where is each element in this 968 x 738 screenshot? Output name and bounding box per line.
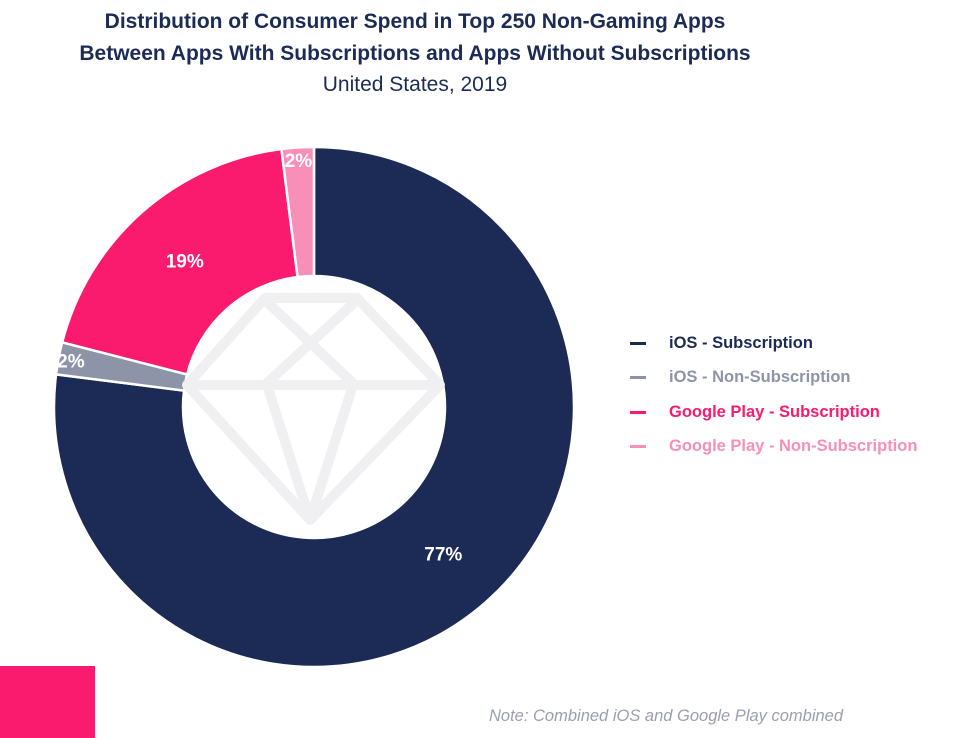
chart-title: Distribution of Consumer Spend in Top 25… xyxy=(104,10,726,33)
chart-note: Note: Combined iOS and Google Play combi… xyxy=(489,707,844,725)
data-label-3: 2% xyxy=(285,151,313,172)
chart-subtitle: United States, 2019 xyxy=(322,73,508,96)
legend-item: Google Play - Non-Subscription xyxy=(630,430,917,465)
slice-0 xyxy=(52,145,576,669)
legend-item: Google Play - Subscription xyxy=(630,395,917,430)
legend-swatch xyxy=(630,341,646,345)
legend-swatch xyxy=(630,445,646,449)
diamond-icon xyxy=(182,293,445,525)
legend-swatch xyxy=(630,376,646,380)
legend-item: iOS - Non-Subscription xyxy=(630,361,917,396)
data-label-2: 19% xyxy=(166,251,204,272)
data-label-1: 2% xyxy=(57,352,85,373)
legend-label: iOS - Non-Subscription xyxy=(669,368,851,387)
brand-corner-block xyxy=(0,666,95,738)
legend-label: Google Play - Non-Subscription xyxy=(669,437,918,456)
chart-title-line2: Between Apps With Subscriptions and Apps… xyxy=(79,42,751,65)
legend: iOS - Subscription iOS - Non-Subscription… xyxy=(630,326,917,464)
slice-3 xyxy=(280,145,316,279)
legend-swatch xyxy=(630,410,646,414)
slice-2 xyxy=(60,147,299,376)
legend-label: Google Play - Subscription xyxy=(669,402,880,421)
legend-label: iOS - Subscription xyxy=(669,333,813,352)
data-label-0: 77% xyxy=(424,545,462,566)
legend-item: iOS - Subscription xyxy=(630,326,917,361)
